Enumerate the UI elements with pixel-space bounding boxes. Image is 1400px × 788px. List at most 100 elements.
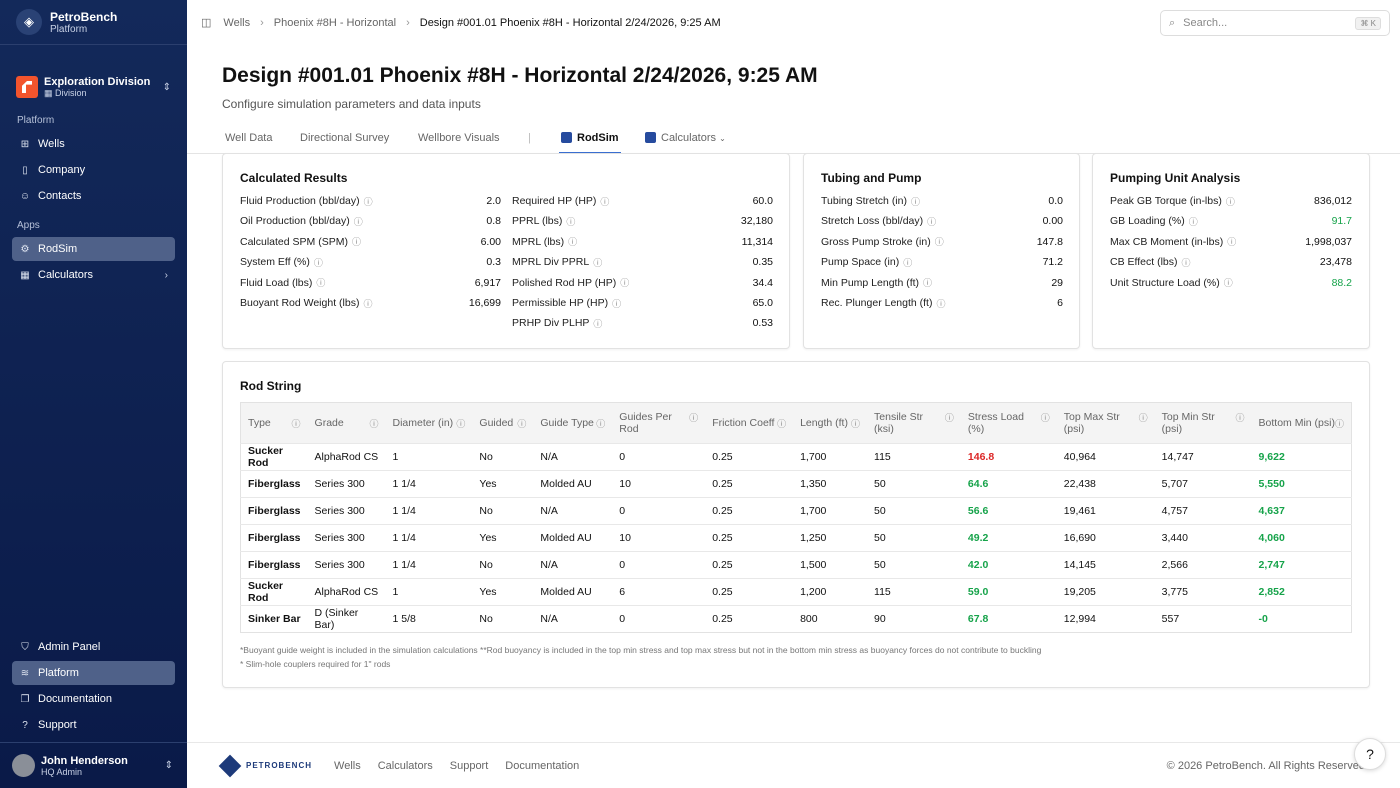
sidebar-item-contacts[interactable]: ☺ Contacts [12,184,175,208]
sidebar-item-calculators[interactable]: ▦ Calculators › [12,263,175,287]
search-placeholder: Search... [1183,17,1228,29]
tab-calculators[interactable]: Calculators ⌄ [645,132,726,144]
footer-link-support[interactable]: Support [449,759,489,772]
column-header-label: Friction Coeff [712,416,775,429]
info-icon[interactable]: ⓘ [923,278,933,289]
info-icon[interactable]: ⓘ [777,418,787,429]
sidebar-item-documentation[interactable]: ❐ Documentation [12,687,175,711]
info-icon[interactable]: ⓘ [612,298,622,309]
petrobench-logo-icon [218,754,242,777]
sidebar-item-support[interactable]: ? Support [12,713,175,737]
info-icon[interactable]: ⓘ [291,418,301,429]
footer-link-documentation[interactable]: Documentation [505,759,580,772]
info-icon[interactable]: ⓘ [1227,237,1237,248]
table-row[interactable]: Sucker Rod AlphaRod CS 1 Yes Molded AU 6 0.25 1… [240,578,1352,606]
tab-rodsim[interactable]: RodSim [559,132,621,154]
info-icon[interactable]: ⓘ [851,418,861,429]
user-menu[interactable]: John Henderson HQ Admin ⇕ [0,742,187,788]
info-icon[interactable]: ⓘ [363,196,373,207]
table-row[interactable]: Sinker Bar D (Sinker Bar) 1 5/8 No N/A 0 0.25 8… [240,605,1352,633]
info-icon[interactable]: ⓘ [566,216,576,227]
table-row[interactable]: Fiberglass Series 300 1 1/4 No N/A 0 0.25 1,500… [240,551,1352,579]
info-icon[interactable]: ⓘ [936,298,946,309]
table-cell: Fiberglass [240,470,308,498]
info-icon[interactable]: ⓘ [593,318,603,329]
info-icon[interactable]: ⓘ [369,418,379,429]
table-cell: No [472,605,534,633]
info-icon[interactable]: ⓘ [934,237,944,248]
info-icon[interactable]: ⓘ [1225,196,1235,207]
info-icon[interactable]: ⓘ [910,196,920,207]
tab-well-data[interactable]: Well Data [225,132,273,144]
page-subtitle: Configure simulation parameters and data… [222,97,481,111]
info-icon[interactable]: ⓘ [1235,413,1245,423]
table-cell: Yes [472,524,534,552]
table-cell: 42.0 [960,551,1057,579]
rodsim-icon [561,132,572,143]
column-header-label: Diameter (in) [392,416,454,429]
info-icon[interactable]: ⓘ [944,413,954,423]
table-row[interactable]: Fiberglass Series 300 1 1/4 No N/A 0 0.25 1,700… [240,497,1352,525]
table-cell: 4,060 [1251,524,1352,552]
info-icon[interactable]: ⓘ [689,413,699,423]
column-header-label: Stress Load (%) [967,411,1024,435]
footer: PETROBENCH Wells Calculators Support Doc… [187,742,1400,788]
sidebar-item-rodsim[interactable]: ⚙ RodSim [12,237,175,261]
column-header: ⓘ Bottom Min (psi) [1251,402,1352,444]
search-input[interactable]: ⌕ Search... ⌘ K [1160,10,1390,36]
table-cell: 115 [867,578,961,606]
info-icon[interactable]: ⓘ [1223,278,1233,289]
table-cell: 1,500 [793,551,868,579]
sidebar-item-platform[interactable]: ≋ Platform [12,661,175,685]
info-icon[interactable]: ⓘ [517,418,527,429]
tab-directional-survey[interactable]: Directional Survey [300,132,390,144]
info-icon[interactable]: ⓘ [456,418,466,429]
table-cell: Sinker Bar [240,605,308,633]
brand-sub: Platform [50,23,88,35]
help-button[interactable]: ? [1354,738,1386,770]
table-cell: No [472,497,534,525]
table-row[interactable]: Sucker Rod AlphaRod CS 1 No N/A 0 0.25 1,700 115… [240,443,1352,471]
info-icon[interactable]: ⓘ [593,257,603,268]
sidebar-item-admin-panel[interactable]: ⛉ Admin Panel [12,635,175,659]
building-icon: ▯ [22,164,28,176]
sidebar-toggle-icon[interactable]: ◫ [201,17,212,29]
info-icon[interactable]: ⓘ [1334,418,1344,429]
table-row[interactable]: Fiberglass Series 300 1 1/4 Yes Molded AU 10 0… [240,470,1352,498]
footer-logo[interactable]: PETROBENCH [218,754,312,777]
tab-wellbore-visuals[interactable]: Wellbore Visuals [418,132,500,144]
table-row[interactable]: Fiberglass Series 300 1 1/4 Yes Molded AU 10 0… [240,524,1352,552]
metric-label: Calculated SPM (SPM) [240,235,348,248]
metric-value: 88.2 [1331,276,1352,289]
info-icon[interactable]: ⓘ [351,237,361,248]
info-icon[interactable]: ⓘ [313,257,323,268]
metric-value: 11,314 [741,235,773,248]
users-icon: ☺ [19,190,31,202]
sidebar-item-wells[interactable]: ⊞ Wells [12,132,175,156]
breadcrumb-wells[interactable]: Wells [223,16,251,29]
info-icon[interactable]: ⓘ [568,237,578,248]
calculator-icon [645,132,656,143]
info-icon[interactable]: ⓘ [596,418,606,429]
info-icon[interactable]: ⓘ [1138,413,1148,423]
column-header-label: Type [248,416,271,429]
table-cell: 0.25 [705,578,794,606]
info-icon[interactable]: ⓘ [1188,216,1198,227]
info-icon[interactable]: ⓘ [1040,413,1050,423]
info-icon[interactable]: ⓘ [316,278,326,289]
footer-link-wells[interactable]: Wells [334,759,361,772]
brand[interactable]: ◈ PetroBench Platform [0,0,187,45]
breadcrumb-well[interactable]: Phoenix #8H - Horizontal [273,16,397,29]
info-icon[interactable]: ⓘ [903,257,913,268]
info-icon[interactable]: ⓘ [353,216,363,227]
sidebar-item-company[interactable]: ▯ Company [12,158,175,182]
info-icon[interactable]: ⓘ [600,196,610,207]
info-icon[interactable]: ⓘ [1181,257,1191,268]
footer-link-calculators[interactable]: Calculators [377,759,433,772]
sidebar-item-label: RodSim [38,243,78,255]
org-switcher[interactable]: Exploration Division ▦ Division ⇕ [0,45,187,115]
info-icon[interactable]: ⓘ [620,278,630,289]
search-icon: ⌕ [1169,16,1176,29]
info-icon[interactable]: ⓘ [363,298,373,309]
info-icon[interactable]: ⓘ [927,216,937,227]
